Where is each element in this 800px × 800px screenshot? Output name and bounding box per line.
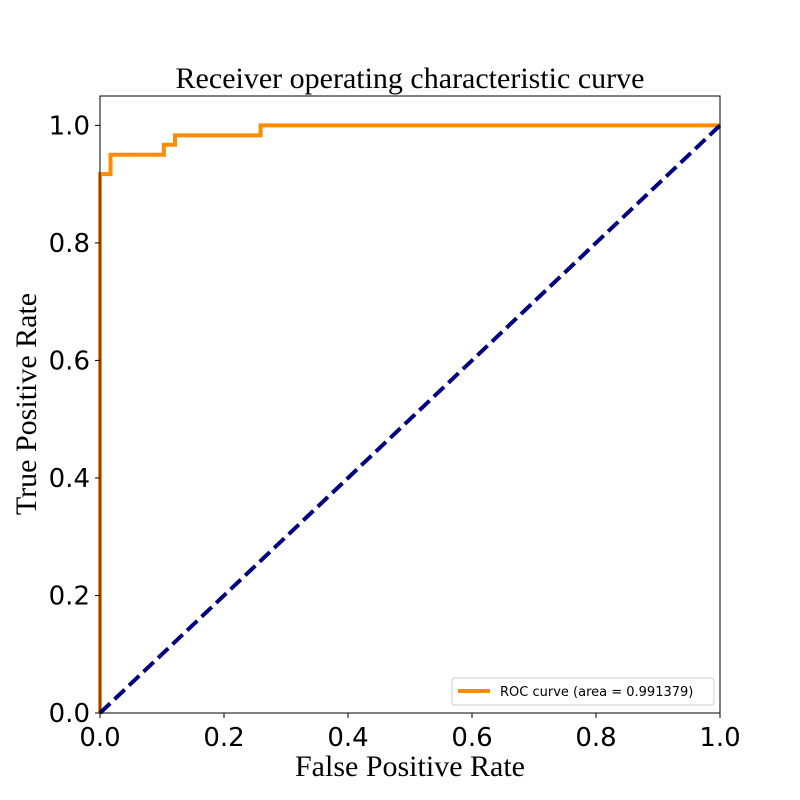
- plot-area: 0.0 0.2 0.4 0.6 0.8 1.0 0.0 0.2 0.4 0.6 0.8 1.0: [49, 95, 741, 753]
- legend-box: [451, 677, 715, 706]
- y-tick-label: 0.0: [49, 699, 90, 729]
- chart-title: Receiver operating characteristic curve: [176, 62, 645, 95]
- x-axis-label: False Positive Rate: [295, 750, 525, 783]
- x-tick-label: 1.0: [699, 723, 740, 753]
- x-tick-label: 0.4: [327, 723, 368, 753]
- y-tick-label: 0.6: [49, 346, 90, 376]
- y-tick-label: 0.2: [49, 581, 90, 611]
- x-tick-label: 0.6: [451, 723, 492, 753]
- y-tick-label: 1.0: [49, 111, 90, 141]
- roc-curve-line: [98, 123, 720, 713]
- x-tick-label: 0.2: [203, 723, 244, 753]
- chance-diagonal-line: [98, 123, 722, 715]
- y-tick-label: 0.4: [49, 464, 90, 494]
- y-tick-label: 0.8: [49, 229, 90, 259]
- y-axis-label: True Positive Rate: [10, 293, 43, 515]
- axes-frame: [99, 95, 721, 714]
- legend: ROC curve (area = 0.991379): [451, 677, 715, 706]
- x-tick-label: 0.0: [79, 723, 120, 753]
- legend-label: ROC curve (area = 0.991379): [500, 685, 693, 700]
- x-tick-label: 0.8: [575, 723, 616, 753]
